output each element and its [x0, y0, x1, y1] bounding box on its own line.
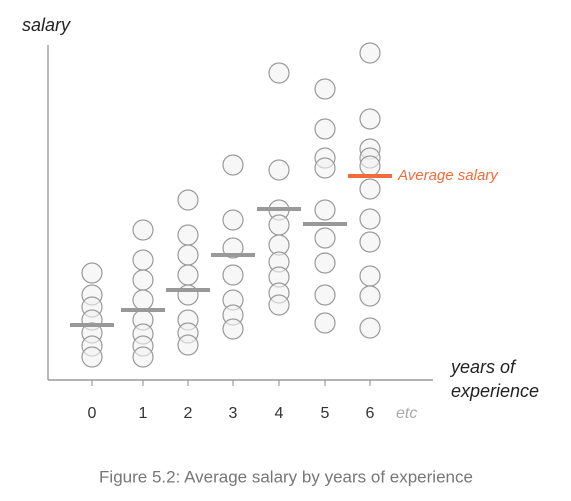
x-tick-label: 3 [229, 405, 238, 422]
data-point [268, 294, 290, 316]
data-point [132, 346, 154, 368]
data-point [222, 318, 244, 340]
x-tick-label: 4 [275, 405, 284, 422]
data-point [359, 155, 381, 177]
data-point [359, 108, 381, 130]
data-point [177, 334, 199, 356]
data-point [222, 264, 244, 286]
data-point [314, 252, 336, 274]
data-point [359, 285, 381, 307]
data-point [314, 199, 336, 221]
data-point [359, 178, 381, 200]
data-point [314, 227, 336, 249]
x-tick-label: 0 [88, 405, 97, 422]
data-point [314, 284, 336, 306]
x-tick-label: 1 [139, 405, 148, 422]
x-tick-label: 5 [321, 405, 330, 422]
data-point [132, 289, 154, 311]
y-axis-label: salary [22, 15, 71, 35]
x-tick-label: 2 [184, 405, 193, 422]
data-point [132, 269, 154, 291]
x-axis-label: years of [449, 357, 517, 377]
data-point [359, 42, 381, 64]
data-point [81, 262, 103, 284]
data-point [268, 159, 290, 181]
data-point [177, 244, 199, 266]
data-point [314, 157, 336, 179]
x-extra-label: etc [396, 405, 417, 422]
data-point [359, 231, 381, 253]
data-point [177, 224, 199, 246]
data-point [359, 208, 381, 230]
data-point [314, 312, 336, 334]
data-point [81, 346, 103, 368]
data-point [359, 317, 381, 339]
x-tick-label: 6 [366, 405, 375, 422]
data-point [132, 219, 154, 241]
data-point [359, 265, 381, 287]
x-axis-label: experience [451, 381, 539, 401]
data-point [268, 62, 290, 84]
annotation: Average salary [397, 167, 499, 184]
data-point [132, 249, 154, 271]
data-point [222, 209, 244, 231]
caption: Figure 5.2: Average salary by years of e… [99, 467, 473, 486]
data-point [177, 264, 199, 286]
data-point [268, 214, 290, 236]
data-point [314, 78, 336, 100]
data-point [222, 154, 244, 176]
data-point [177, 189, 199, 211]
data-point [314, 118, 336, 140]
